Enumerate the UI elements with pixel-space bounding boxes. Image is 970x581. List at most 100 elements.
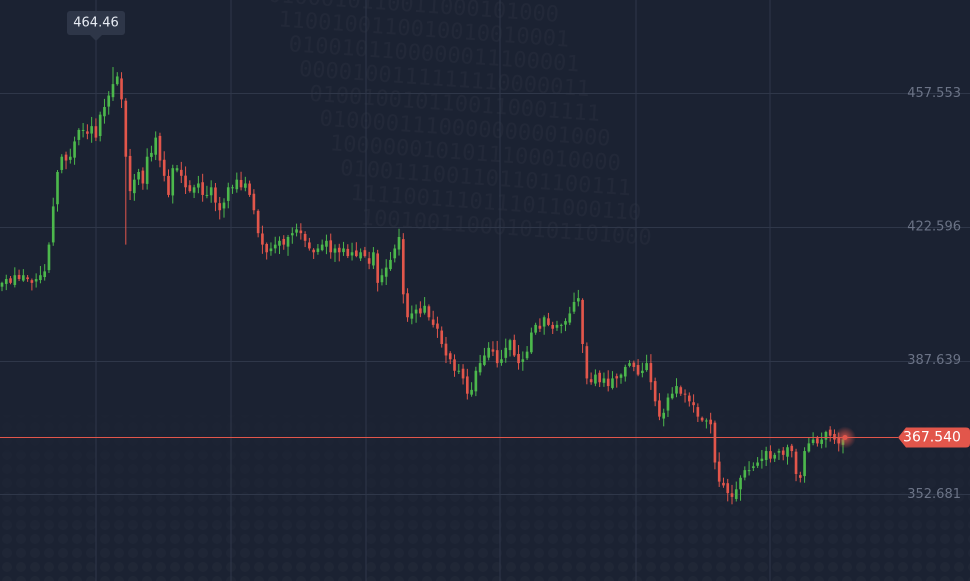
candle-body [794, 451, 798, 474]
candle-body [320, 244, 324, 251]
candle-body [615, 376, 619, 379]
candle-body [581, 299, 584, 345]
candle-body [26, 277, 29, 280]
candle-body [94, 126, 98, 138]
candle-body [431, 319, 435, 325]
candle-body [636, 365, 640, 375]
candle-body [777, 451, 781, 453]
candle-body [333, 248, 337, 253]
candle-body [137, 172, 140, 180]
dot-texture [0, 360, 970, 581]
candle-body [295, 229, 298, 233]
candle-body [226, 187, 230, 201]
candle-body [594, 374, 597, 384]
candle-body [598, 372, 601, 383]
candle-body [188, 185, 192, 192]
candle-body [517, 354, 520, 364]
candle-body [252, 193, 256, 211]
candle-body [384, 267, 388, 277]
price-axis-label: 457.553 [907, 86, 961, 101]
candle-body [820, 439, 823, 444]
candle-body [547, 318, 550, 325]
candle-body [158, 135, 162, 161]
candle-body [453, 359, 456, 371]
candle-body [675, 386, 678, 394]
candle-body [632, 362, 636, 367]
candle-body [22, 275, 25, 281]
candle-body [530, 332, 533, 353]
candle-body [376, 253, 379, 283]
candle-body [717, 461, 721, 482]
candle-body [393, 248, 397, 259]
candle-body [692, 402, 695, 406]
candle-body [171, 168, 175, 196]
candle-body [380, 275, 384, 283]
price-axis-label: 352.681 [907, 487, 961, 502]
candle-body [244, 183, 247, 188]
candle-body [495, 350, 499, 364]
candle-body [282, 238, 286, 245]
candle-body [342, 248, 345, 253]
candle-body [628, 363, 631, 366]
candle-body [43, 271, 47, 278]
candle-body [261, 233, 264, 245]
candle-body [739, 477, 742, 490]
candle-body [128, 155, 132, 192]
candle-body [68, 156, 72, 160]
candle-body [141, 170, 145, 184]
candle-body [278, 240, 281, 246]
candle-body [457, 370, 461, 372]
candle-body [734, 489, 738, 499]
candle-body [167, 175, 170, 195]
candle-body [423, 305, 426, 313]
current-price-label: 367.540 [903, 430, 961, 446]
candle-body [602, 378, 606, 383]
candle-body [683, 393, 687, 395]
candle-body [500, 359, 503, 363]
candle-body [769, 451, 772, 459]
candle-body [649, 363, 653, 383]
candle-body [192, 187, 196, 193]
candle-body [175, 168, 179, 171]
candle-body [308, 242, 311, 249]
candle-body [427, 306, 431, 318]
candle-body [828, 429, 832, 436]
candle-body [670, 393, 674, 399]
candle-body [798, 475, 802, 478]
candle-body [150, 152, 153, 157]
candle-body [154, 137, 158, 155]
candle-body [389, 259, 392, 270]
candle-body [764, 451, 768, 461]
candle-body [811, 439, 815, 443]
candle-body [73, 141, 76, 158]
candle-body [401, 239, 405, 295]
candle-body [209, 187, 213, 196]
candle-body [414, 309, 418, 314]
candle-body [483, 355, 486, 365]
candle-body [645, 363, 648, 371]
candle-body [124, 100, 128, 157]
candle-body [111, 84, 115, 98]
candle-body [397, 236, 401, 250]
candle-body [86, 131, 89, 134]
candle-body [184, 175, 187, 188]
candle-body [687, 395, 691, 402]
candle-body [466, 376, 469, 394]
candle-body [265, 243, 269, 253]
candle-body [316, 248, 320, 252]
candle-body [824, 431, 828, 440]
candle-body [39, 275, 42, 281]
candle-body [34, 279, 38, 282]
candle-body [419, 308, 422, 314]
candle-body [730, 493, 734, 497]
candle-body [205, 194, 209, 196]
current-price-tag: 367.540 [898, 427, 970, 448]
candle-body [56, 172, 59, 205]
candle-body [239, 179, 243, 188]
candle-body [329, 240, 333, 253]
candle-body [145, 156, 149, 184]
candle-body [410, 313, 414, 319]
candle-body [705, 420, 708, 422]
